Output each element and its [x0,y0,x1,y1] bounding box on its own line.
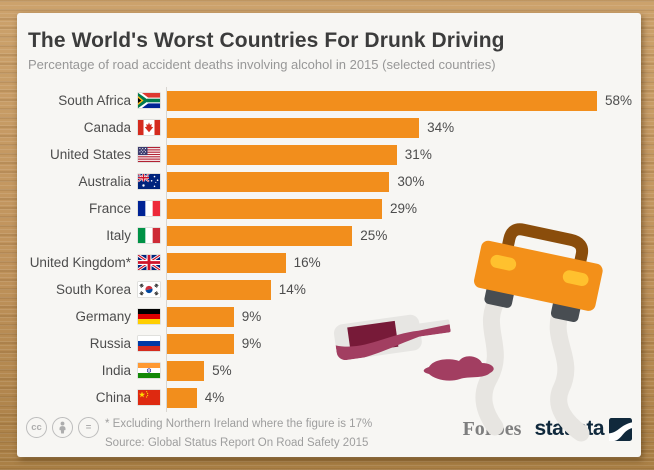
bar [167,171,390,192]
infographic-card: The World's Worst Countries For Drunk Dr… [17,13,641,457]
bar-value-label: 30% [397,174,425,189]
flag-icon-kr [138,282,160,297]
chart-row: South Korea 14% [17,276,641,303]
country-label: Canada [83,120,131,135]
chart-row: Canada 34% [17,114,641,141]
statista-mark-icon [609,417,632,441]
footnotes: * Excluding Northern Ireland where the f… [105,415,372,453]
flag-icon-de [138,309,160,324]
country-label: Italy [106,228,131,243]
chart-rows: South Africa 58% Canada 34% United State… [17,87,641,411]
bar-value-label: 29% [390,201,418,216]
wine-puddle-icon [423,356,494,381]
bar [167,144,397,165]
bar-value-label: 25% [360,228,388,243]
country-label: United States [49,147,131,162]
country-label: France [88,201,131,216]
country-label: Russia [89,336,131,351]
bar [167,279,271,300]
bar [167,333,234,354]
chart-axis-line [166,87,167,412]
country-label: India [101,363,131,378]
flag-icon-gb [138,255,160,270]
flag-icon-cn [138,390,160,405]
chart-row: United Kingdom* 16% [17,249,641,276]
cc-icon: cc [26,417,47,438]
chart-row: Russia 9% [17,330,641,357]
bar-value-label: 5% [212,363,232,378]
flag-icon-us [138,147,160,162]
flag-icon-it [138,228,160,243]
country-label: South Korea [55,282,131,297]
bar-value-label: 9% [241,309,262,324]
license-icons: cc = [26,417,99,438]
flag-icon-za [138,93,160,108]
drunk-driving-illustration [333,223,603,442]
flag-icon-ca [138,120,160,135]
page-title: The World's Worst Countries For Drunk Dr… [28,29,505,52]
bar-value-label: 58% [605,93,633,108]
no-derivatives-icon: = [78,417,99,438]
country-label: Germany [75,309,131,324]
tilted-car-icon [474,223,603,323]
bar-value-label: 4% [204,390,225,405]
wine-bottle-icon [333,314,451,362]
bar [167,117,420,138]
bar [167,225,353,246]
flag-icon-ru [138,336,160,351]
attribution-icon [52,417,73,438]
chart-row: France 29% [17,195,641,222]
bar [167,198,382,219]
bar-value-label: 31% [404,147,432,162]
bar-value-label: 16% [293,255,321,270]
bar-value-label: 9% [241,336,262,351]
bar [167,252,286,273]
flag-icon-au [138,174,160,189]
bar [167,360,205,381]
page-subtitle: Percentage of road accident deaths invol… [28,57,496,72]
bar-value-label: 14% [278,282,306,297]
chart-row: United States 31% [17,141,641,168]
country-label: China [95,390,131,405]
country-label: Australia [78,174,131,189]
country-label: United Kingdom* [29,255,131,270]
chart-row: Italy 25% [17,222,641,249]
skid-marks-icon [475,288,590,442]
bar [167,90,597,111]
footnote-text: * Excluding Northern Ireland where the f… [105,418,373,430]
chart-row: Germany 9% [17,303,641,330]
bar-value-label: 34% [427,120,455,135]
chart-row: South Africa 58% [17,87,641,114]
flag-icon-in [138,363,160,378]
flag-icon-fr [138,201,160,216]
source-text: Source: Global Status Report On Road Saf… [105,437,369,449]
bar [167,387,197,408]
chart-row: India 5% [17,357,641,384]
country-label: South Africa [58,93,131,108]
chart-row: China 4% [17,384,641,411]
bar [167,306,234,327]
chart-row: Australia 30% [17,168,641,195]
